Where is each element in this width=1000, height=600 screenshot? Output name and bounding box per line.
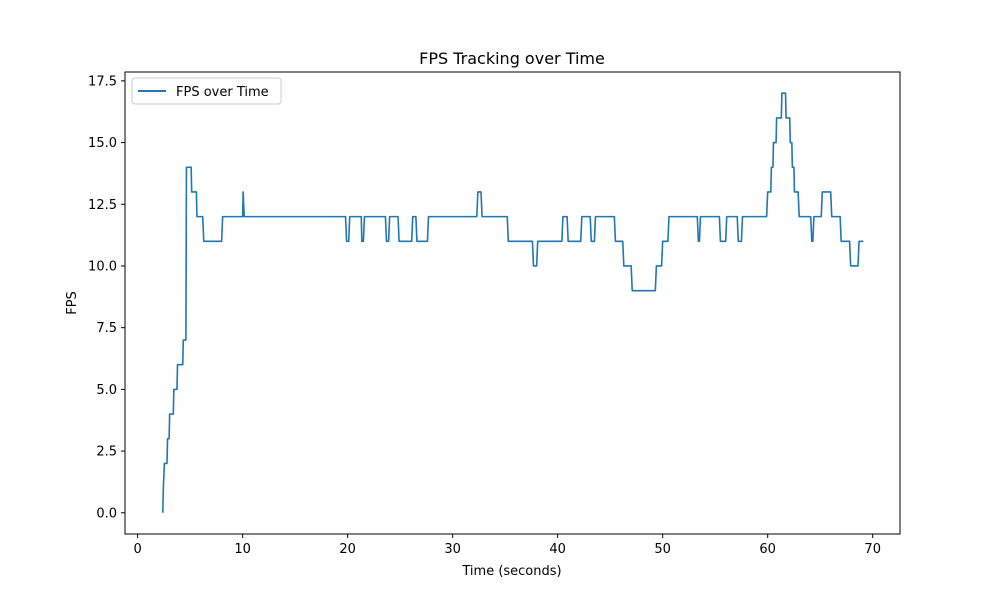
legend-label: FPS over Time: [176, 85, 269, 100]
y-axis: 0.0 2.5 5.0 7.5 10.0 12.5 15.0 17.5: [88, 74, 125, 521]
x-tick-label: 10: [234, 542, 251, 557]
y-axis-label: FPS: [65, 291, 80, 315]
x-tick-label: 40: [549, 542, 566, 557]
y-tick-label: 12.5: [88, 198, 117, 213]
x-tick-label: 0: [133, 542, 141, 557]
y-tick-label: 15.0: [88, 136, 117, 151]
x-axis-label: Time (seconds): [461, 564, 561, 579]
legend-box: [131, 77, 282, 105]
chart-title: FPS Tracking over Time: [419, 49, 605, 68]
y-tick-label: 0.0: [96, 506, 117, 521]
x-tick-label: 60: [759, 542, 776, 557]
x-tick-label: 30: [444, 542, 461, 557]
x-tick-label: 50: [654, 542, 671, 557]
y-tick-label: 5.0: [96, 383, 117, 398]
plot-area: [124, 71, 901, 535]
y-tick-label: 10.0: [88, 259, 117, 274]
y-tick-label: 7.5: [96, 321, 117, 336]
x-axis: 0 10 20 30 40 50 60 70: [133, 534, 881, 557]
plot-frame: [124, 71, 901, 535]
series-layer: [162, 92, 864, 513]
y-tick-label: 17.5: [88, 74, 117, 89]
legend: FPS over Time: [131, 77, 282, 105]
x-tick-label: 20: [339, 542, 356, 557]
series-line-fps: [162, 92, 864, 513]
plot-background: [125, 72, 900, 534]
x-tick-label: 70: [864, 542, 881, 557]
y-tick-label: 2.5: [96, 445, 117, 460]
